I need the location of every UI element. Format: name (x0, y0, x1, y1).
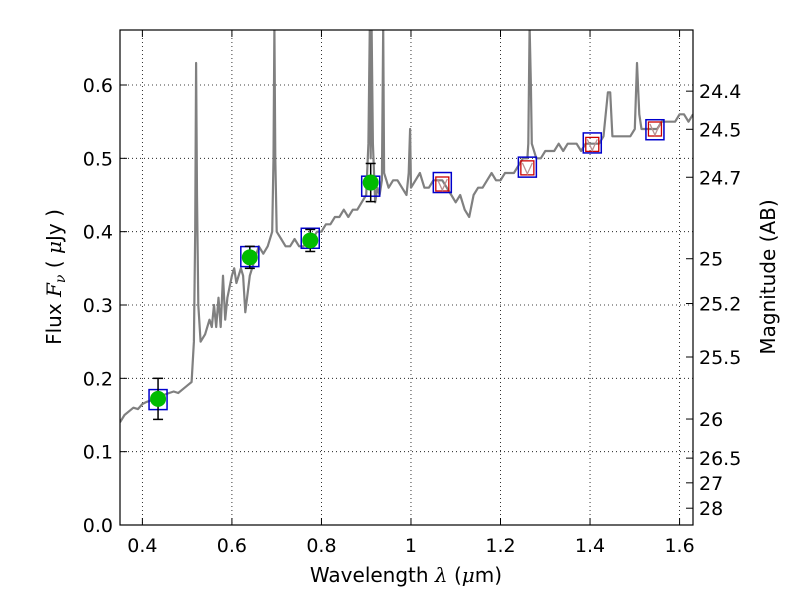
x-tick-label: 0.6 (217, 535, 247, 557)
y-tick-label: 0.4 (83, 222, 113, 244)
y2-tick-label: 26.5 (699, 448, 741, 470)
y2-tick-label: 25.5 (699, 347, 741, 369)
x-tick-label: 0.4 (127, 535, 157, 557)
x-axis-title: Wavelength λ (μm) (310, 563, 502, 587)
upper-limit-marker (649, 123, 661, 137)
detection-point (241, 249, 258, 266)
y-tick-label: 0.2 (83, 368, 113, 390)
y-tick-label: 0.1 (83, 442, 113, 464)
x-tick-label: 1.2 (485, 535, 515, 557)
plot-content (120, 30, 693, 423)
y2-tick-label: 24.7 (699, 167, 741, 189)
plot-frame (119, 29, 694, 526)
model-box-marker (432, 171, 453, 194)
axis-ticks: 0.4 0.6 0.8 1 1.2 1.4 1.6 0.0 0.1 0.2 0.3 0.4 0.5 0.6… (83, 30, 741, 557)
x-tick-label: 0.8 (306, 535, 336, 557)
x-tick-label: 1 (405, 535, 417, 557)
secondary-y-axis-title: Magnitude (AB) (756, 199, 780, 354)
y2-tick-label: 26 (699, 409, 723, 431)
x-tick-label: 1.6 (664, 535, 694, 557)
model-box-marker (582, 132, 603, 154)
y-tick-label: 0.3 (83, 295, 113, 317)
y-axis-title: Flux Fν ( μJy ) (42, 209, 69, 345)
y-tick-label: 0.6 (83, 75, 113, 97)
model-box-marker (645, 118, 665, 141)
detection-point (362, 174, 379, 191)
x-tick-label: 1.4 (575, 535, 605, 557)
y2-tick-label: 24.5 (699, 119, 741, 141)
detection-point (302, 232, 319, 249)
y2-tick-label: 25 (699, 249, 723, 271)
y-tick-label: 0.5 (83, 148, 113, 170)
upper-limit-marker (436, 178, 448, 192)
y-tick-label: 0.0 (83, 515, 113, 537)
model-box-marker (517, 156, 538, 178)
detection-point (150, 390, 167, 407)
upper-limit-marker (521, 162, 533, 176)
upper-limit-marker (586, 139, 598, 152)
y2-tick-label: 25.2 (699, 294, 741, 316)
grid (120, 30, 693, 526)
plot-area-background (120, 30, 693, 525)
y2-tick-label: 27 (699, 473, 723, 495)
y2-tick-label: 28 (699, 498, 723, 520)
y2-tick-label: 24.4 (699, 81, 741, 103)
